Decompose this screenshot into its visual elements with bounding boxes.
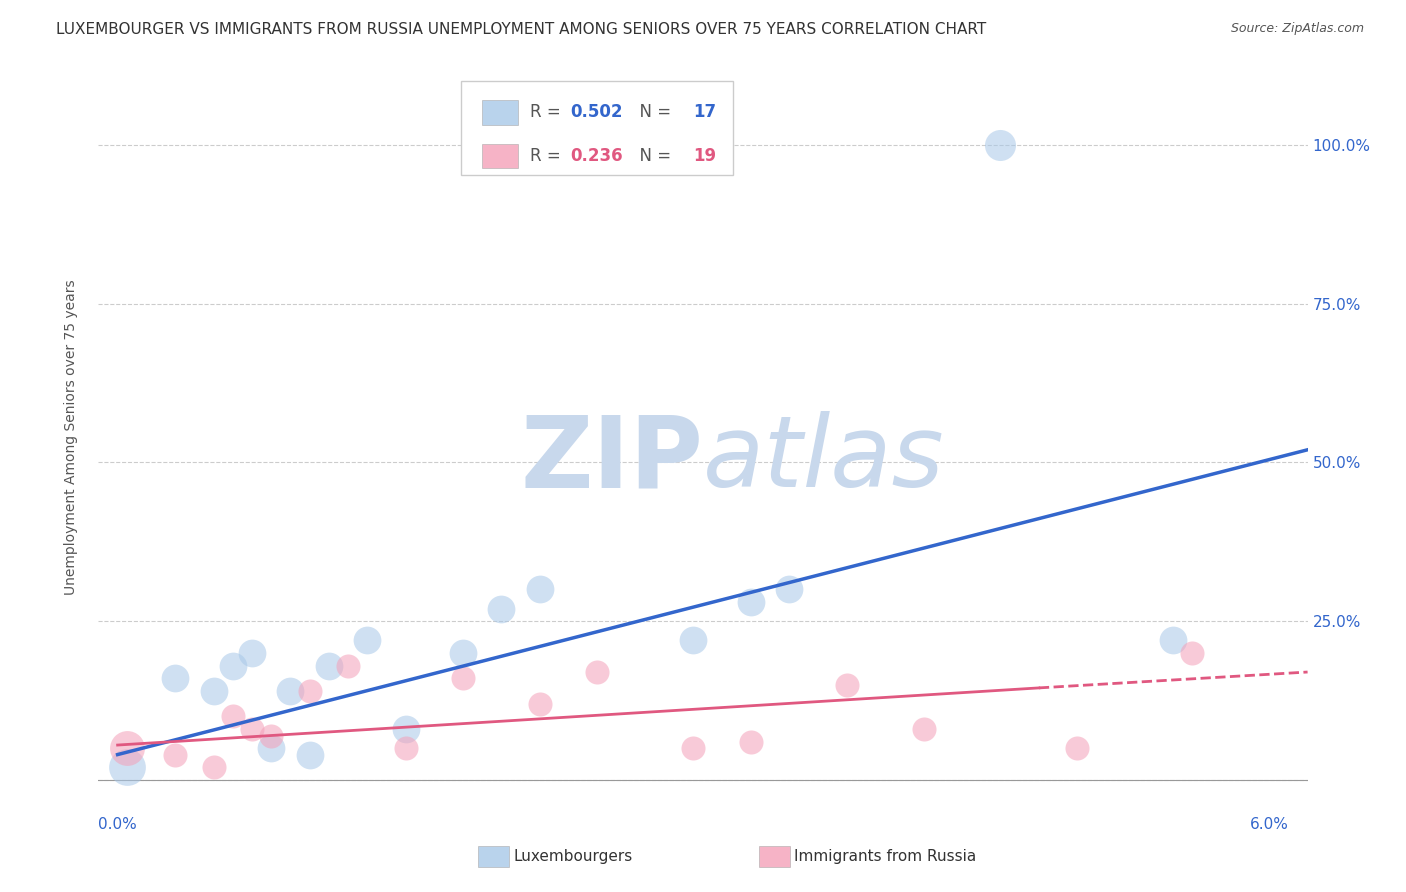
FancyBboxPatch shape: [461, 81, 734, 175]
Point: [1066, 741, 1088, 756]
Point: [165, 672, 187, 686]
Point: [586, 665, 609, 679]
Text: N =: N =: [630, 147, 676, 165]
Text: Immigrants from Russia: Immigrants from Russia: [794, 849, 977, 863]
Text: ZIP: ZIP: [520, 411, 703, 508]
Text: Luxembourgers: Luxembourgers: [513, 849, 633, 863]
Text: LUXEMBOURGER VS IMMIGRANTS FROM RUSSIA UNEMPLOYMENT AMONG SENIORS OVER 75 YEARS : LUXEMBOURGER VS IMMIGRANTS FROM RUSSIA U…: [56, 22, 987, 37]
Point: [835, 678, 858, 692]
Point: [740, 735, 762, 749]
Point: [778, 582, 800, 597]
Point: [202, 760, 225, 774]
Point: [451, 646, 474, 660]
Point: [165, 747, 187, 762]
Point: [115, 741, 138, 756]
Point: [394, 722, 416, 736]
Point: [912, 722, 935, 736]
Text: 17: 17: [693, 103, 717, 121]
Point: [451, 672, 474, 686]
Point: [280, 684, 302, 698]
Text: N =: N =: [630, 103, 676, 121]
Point: [491, 601, 513, 615]
FancyBboxPatch shape: [482, 100, 517, 125]
Point: [740, 595, 762, 609]
Point: [318, 658, 340, 673]
Point: [529, 582, 551, 597]
Point: [298, 747, 321, 762]
Point: [990, 138, 1012, 153]
Text: atlas: atlas: [703, 411, 945, 508]
Y-axis label: Unemployment Among Seniors over 75 years: Unemployment Among Seniors over 75 years: [63, 279, 77, 595]
Text: Source: ZipAtlas.com: Source: ZipAtlas.com: [1230, 22, 1364, 36]
Point: [202, 684, 225, 698]
FancyBboxPatch shape: [482, 144, 517, 169]
Point: [682, 741, 704, 756]
Point: [394, 741, 416, 756]
Point: [356, 633, 378, 648]
Text: R =: R =: [530, 103, 567, 121]
Point: [682, 633, 704, 648]
Text: 19: 19: [693, 147, 717, 165]
Point: [260, 729, 283, 743]
Point: [240, 646, 263, 660]
Point: [260, 741, 283, 756]
Text: 0.236: 0.236: [569, 147, 623, 165]
Point: [240, 722, 263, 736]
Text: R =: R =: [530, 147, 567, 165]
Point: [222, 658, 245, 673]
Point: [1181, 646, 1204, 660]
Point: [336, 658, 359, 673]
Point: [222, 709, 245, 723]
Point: [115, 760, 138, 774]
Point: [1161, 633, 1184, 648]
Point: [529, 697, 551, 711]
Point: [298, 684, 321, 698]
Text: 0.502: 0.502: [569, 103, 623, 121]
